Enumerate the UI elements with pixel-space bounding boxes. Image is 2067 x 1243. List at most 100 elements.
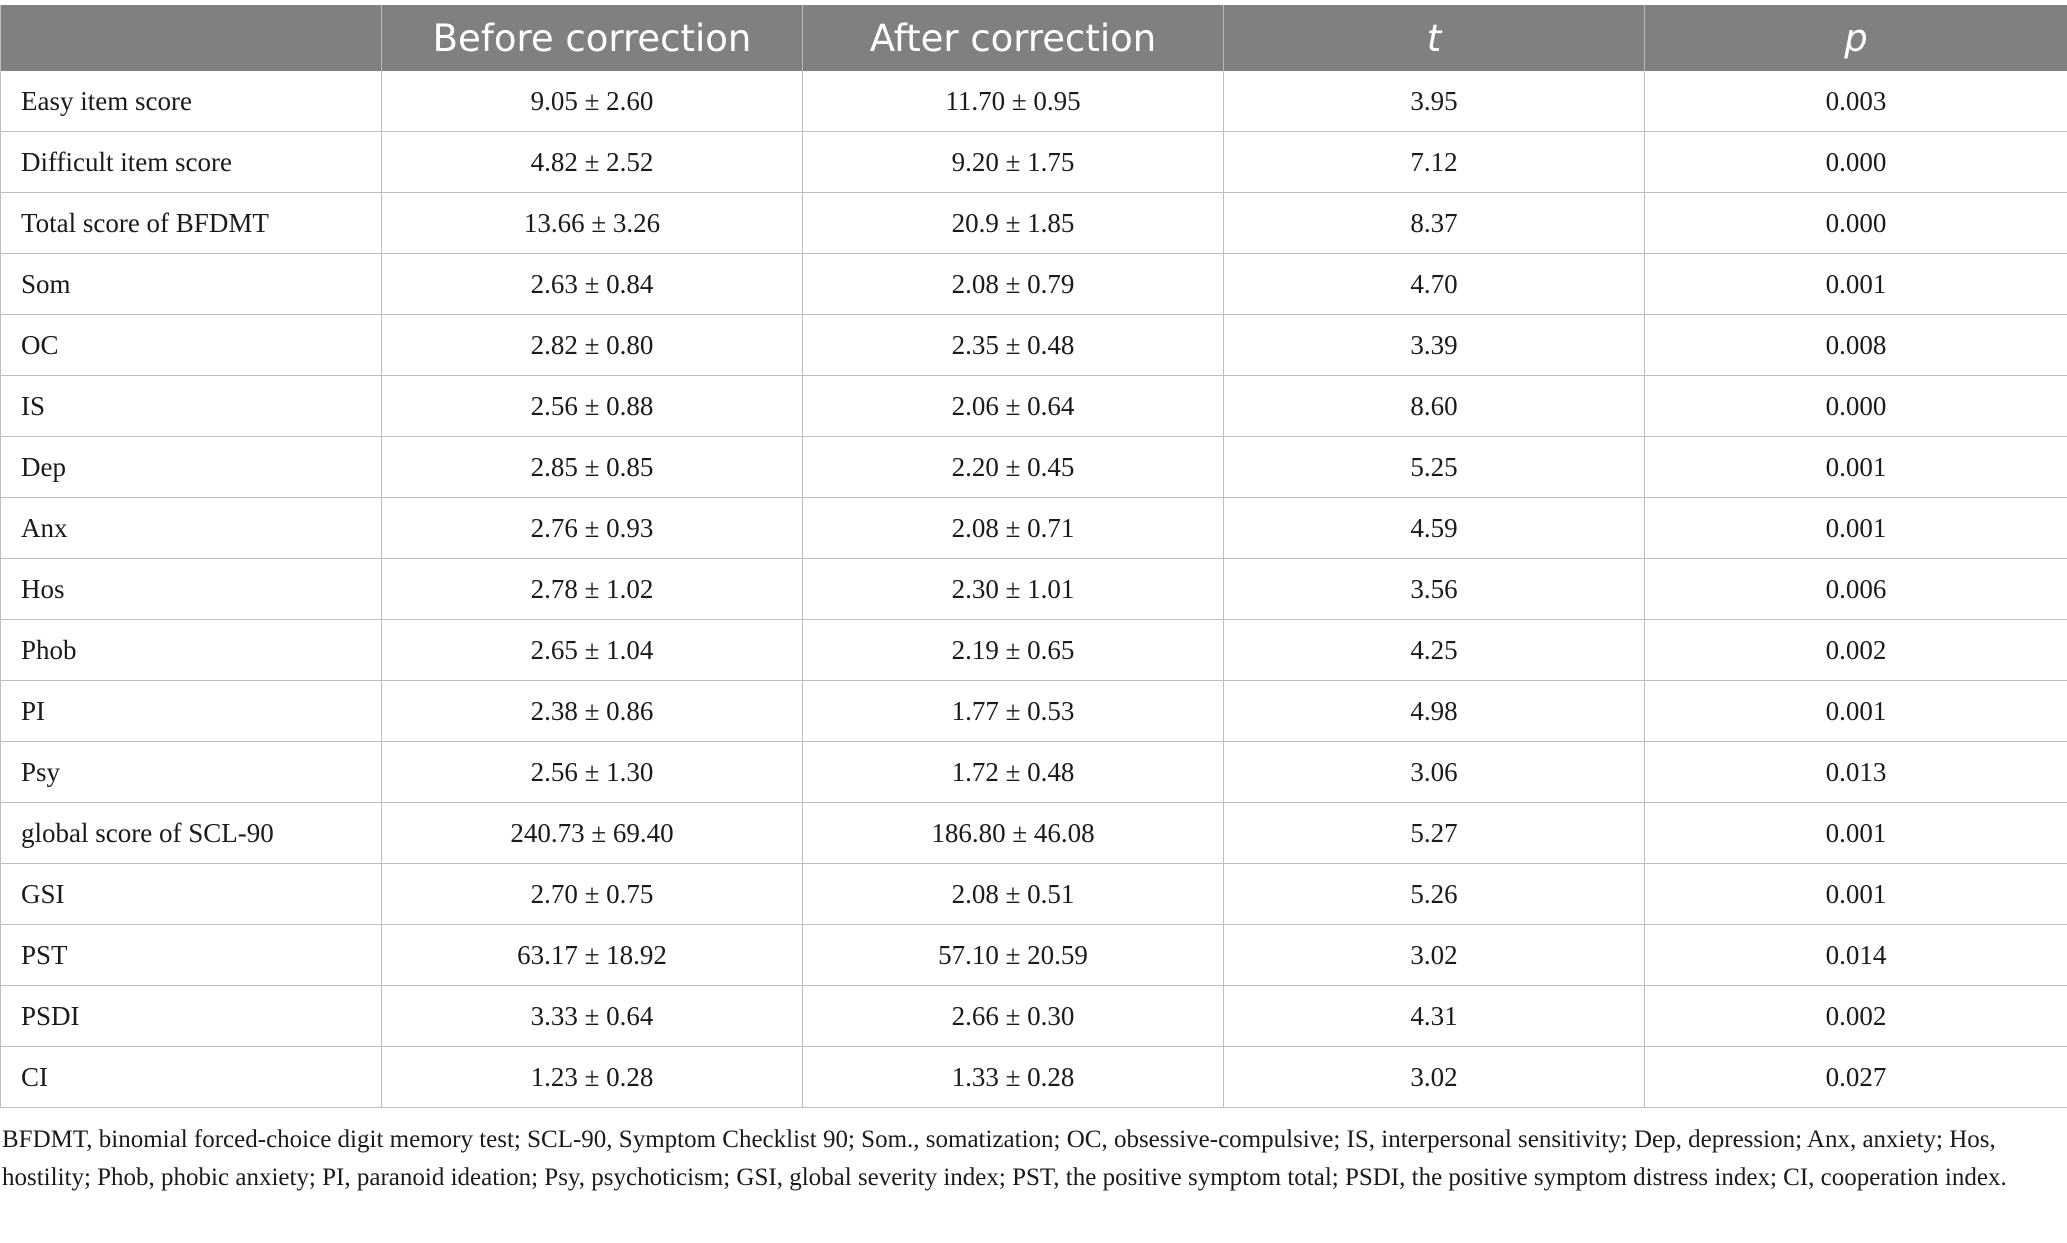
p-value-cell: 0.008: [1644, 314, 2067, 376]
before-correction-cell: 2.82 ± 0.80: [381, 314, 803, 376]
after-correction-cell: 2.30 ± 1.01: [802, 558, 1224, 620]
before-correction-cell: 2.56 ± 0.88: [381, 375, 803, 437]
table-row: Easy item score 9.05 ± 2.60 11.70 ± 0.95 3.…: [0, 71, 2067, 132]
before-correction-cell: 9.05 ± 2.60: [381, 71, 803, 132]
before-correction-cell: 3.33 ± 0.64: [381, 985, 803, 1047]
table-row: OC 2.82 ± 0.80 2.35 ± 0.48 3.39 0.008: [0, 314, 2067, 376]
p-value-cell: 0.001: [1644, 253, 2067, 315]
table-row: Psy 2.56 ± 1.30 1.72 ± 0.48 3.06 0.013: [0, 741, 2067, 803]
table-row: PI 2.38 ± 0.86 1.77 ± 0.53 4.98 0.001: [0, 680, 2067, 742]
t-value-cell: 5.25: [1223, 436, 1645, 498]
after-correction-cell: 57.10 ± 20.59: [802, 924, 1224, 986]
p-value-cell: 0.002: [1644, 619, 2067, 681]
p-value-cell: 0.000: [1644, 131, 2067, 193]
after-correction-cell: 2.20 ± 0.45: [802, 436, 1224, 498]
row-label: OC: [0, 314, 382, 376]
before-correction-cell: 13.66 ± 3.26: [381, 192, 803, 254]
t-value-cell: 4.98: [1223, 680, 1645, 742]
after-correction-cell: 20.9 ± 1.85: [802, 192, 1224, 254]
row-label: Easy item score: [0, 71, 382, 132]
p-value-cell: 0.001: [1644, 802, 2067, 864]
table-row: IS 2.56 ± 0.88 2.06 ± 0.64 8.60 0.000: [0, 375, 2067, 437]
before-correction-cell: 2.70 ± 0.75: [381, 863, 803, 925]
row-label: global score of SCL-90: [0, 802, 382, 864]
row-label: Total score of BFDMT: [0, 192, 382, 254]
p-value-cell: 0.013: [1644, 741, 2067, 803]
p-value-cell: 0.027: [1644, 1046, 2067, 1108]
header-p-value: p: [1644, 5, 2067, 71]
p-value-cell: 0.000: [1644, 192, 2067, 254]
t-value-cell: 3.56: [1223, 558, 1645, 620]
row-label: Phob: [0, 619, 382, 681]
header-t-statistic: t: [1223, 5, 1645, 71]
before-correction-cell: 2.65 ± 1.04: [381, 619, 803, 681]
after-correction-cell: 11.70 ± 0.95: [802, 71, 1224, 132]
row-label: PI: [0, 680, 382, 742]
t-value-cell: 3.02: [1223, 924, 1645, 986]
table-body: Easy item score 9.05 ± 2.60 11.70 ± 0.95 3.…: [0, 71, 2067, 1108]
after-correction-cell: 2.06 ± 0.64: [802, 375, 1224, 437]
p-value-cell: 0.014: [1644, 924, 2067, 986]
after-correction-cell: 2.66 ± 0.30: [802, 985, 1224, 1047]
after-correction-cell: 2.08 ± 0.71: [802, 497, 1224, 559]
table-row: Anx 2.76 ± 0.93 2.08 ± 0.71 4.59 0.001: [0, 497, 2067, 559]
table-row: Som 2.63 ± 0.84 2.08 ± 0.79 4.70 0.001: [0, 253, 2067, 315]
before-correction-cell: 2.78 ± 1.02: [381, 558, 803, 620]
after-correction-cell: 1.33 ± 0.28: [802, 1046, 1224, 1108]
header-after-correction: After correction: [802, 5, 1224, 71]
row-label: IS: [0, 375, 382, 437]
table-footnote: BFDMT, binomial forced-choice digit memo…: [2, 1126, 2007, 1191]
after-correction-cell: 186.80 ± 46.08: [802, 802, 1224, 864]
row-label: Hos: [0, 558, 382, 620]
row-label: Psy: [0, 741, 382, 803]
t-value-cell: 8.37: [1223, 192, 1645, 254]
p-value-cell: 0.003: [1644, 71, 2067, 132]
after-correction-cell: 2.08 ± 0.79: [802, 253, 1224, 315]
table-row: PSDI 3.33 ± 0.64 2.66 ± 0.30 4.31 0.002: [0, 985, 2067, 1047]
results-table: Before correction After correction t p E…: [0, 5, 2067, 1108]
before-correction-cell: 2.85 ± 0.85: [381, 436, 803, 498]
row-label: Som: [0, 253, 382, 315]
after-correction-cell: 2.08 ± 0.51: [802, 863, 1224, 925]
before-correction-cell: 2.56 ± 1.30: [381, 741, 803, 803]
table-row: PST 63.17 ± 18.92 57.10 ± 20.59 3.02 0.014: [0, 924, 2067, 986]
t-value-cell: 3.95: [1223, 71, 1645, 132]
after-correction-cell: 1.77 ± 0.53: [802, 680, 1224, 742]
row-label: GSI: [0, 863, 382, 925]
before-correction-cell: 63.17 ± 18.92: [381, 924, 803, 986]
p-value-cell: 0.001: [1644, 436, 2067, 498]
after-correction-cell: 2.19 ± 0.65: [802, 619, 1224, 681]
p-value-cell: 0.001: [1644, 863, 2067, 925]
t-value-cell: 3.02: [1223, 1046, 1645, 1108]
table-row: Hos 2.78 ± 1.02 2.30 ± 1.01 3.56 0.006: [0, 558, 2067, 620]
after-correction-cell: 2.35 ± 0.48: [802, 314, 1224, 376]
t-value-cell: 4.70: [1223, 253, 1645, 315]
t-value-cell: 4.25: [1223, 619, 1645, 681]
header-label-column: [0, 5, 382, 71]
p-value-cell: 0.000: [1644, 375, 2067, 437]
row-label: Anx: [0, 497, 382, 559]
table-row: global score of SCL-90 240.73 ± 69.40 186.…: [0, 802, 2067, 864]
row-label: PSDI: [0, 985, 382, 1047]
table-row: Total score of BFDMT 13.66 ± 3.26 20.9 ± 1…: [0, 192, 2067, 254]
row-label: PST: [0, 924, 382, 986]
row-label: Dep: [0, 436, 382, 498]
before-correction-cell: 4.82 ± 2.52: [381, 131, 803, 193]
before-correction-cell: 1.23 ± 0.28: [381, 1046, 803, 1108]
results-table-container: Before correction After correction t p E…: [0, 5, 2067, 1108]
table-header-row: Before correction After correction t p: [0, 5, 2067, 71]
before-correction-cell: 2.38 ± 0.86: [381, 680, 803, 742]
header-before-correction: Before correction: [381, 5, 803, 71]
table-row: Phob 2.65 ± 1.04 2.19 ± 0.65 4.25 0.002: [0, 619, 2067, 681]
t-value-cell: 5.26: [1223, 863, 1645, 925]
p-value-cell: 0.006: [1644, 558, 2067, 620]
table-row: Difficult item score 4.82 ± 2.52 9.20 ± 1.…: [0, 131, 2067, 193]
p-value-cell: 0.001: [1644, 680, 2067, 742]
table-row: GSI 2.70 ± 0.75 2.08 ± 0.51 5.26 0.001: [0, 863, 2067, 925]
after-correction-cell: 9.20 ± 1.75: [802, 131, 1224, 193]
t-value-cell: 5.27: [1223, 802, 1645, 864]
t-value-cell: 8.60: [1223, 375, 1645, 437]
t-value-cell: 3.39: [1223, 314, 1645, 376]
after-correction-cell: 1.72 ± 0.48: [802, 741, 1224, 803]
row-label: Difficult item score: [0, 131, 382, 193]
